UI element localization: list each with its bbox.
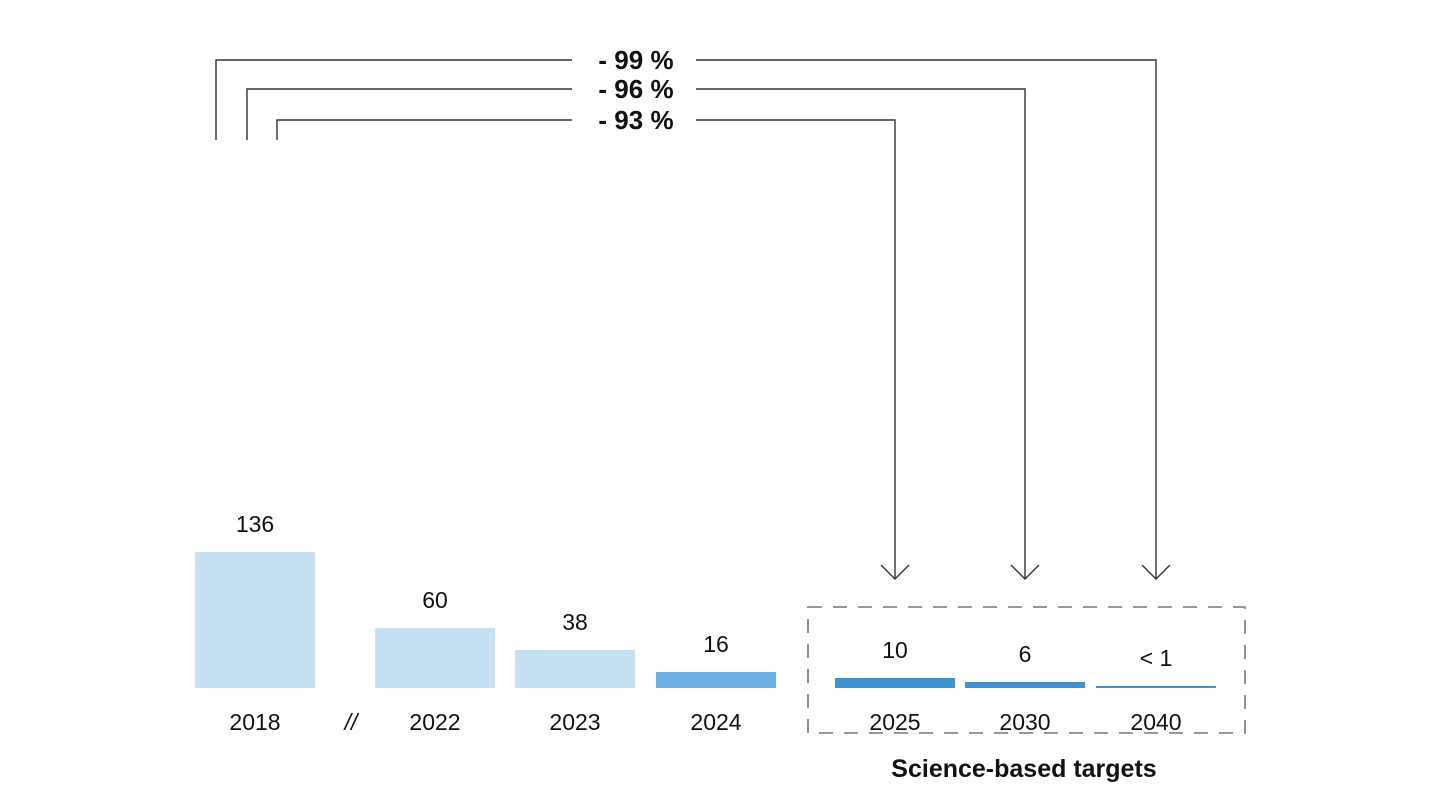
- bar-2022: [375, 628, 495, 688]
- science-based-targets-label: Science-based targets: [891, 755, 1156, 783]
- reduction-label-2025: - 93 %: [598, 105, 673, 135]
- connector-left-line: [215, 59, 572, 140]
- axis-break-mark: //: [343, 709, 360, 735]
- category-label-2023: 2023: [549, 709, 600, 735]
- arrow-head-icon: [1010, 564, 1040, 580]
- category-label-2024: 2024: [690, 709, 741, 735]
- category-label-2018: 2018: [229, 709, 280, 735]
- arrow-head-icon: [880, 564, 910, 580]
- bar-2023: [515, 650, 635, 688]
- category-label-2022: 2022: [409, 709, 460, 735]
- reduction-connectors: - 99 %- 96 %- 93 %: [215, 45, 1171, 580]
- bar-2025: [835, 678, 955, 688]
- science-based-targets-box: [807, 606, 1246, 734]
- reduction-connector-2025: - 93 %: [276, 105, 910, 580]
- category-label-2030: 2030: [999, 709, 1050, 735]
- connector-right-line: [696, 88, 1026, 579]
- value-label-2024: 16: [703, 631, 729, 657]
- connector-left-line: [276, 119, 572, 140]
- value-label-2023: 38: [562, 609, 588, 635]
- bars: [195, 552, 1216, 688]
- reduction-connector-2030: - 96 %: [246, 74, 1040, 580]
- category-label-2040: 2040: [1130, 709, 1181, 735]
- bar-2040: [1096, 686, 1216, 688]
- value-label-2040: < 1: [1140, 645, 1173, 671]
- category-labels: 2018 2022 2023 2024 2025 2030 2040: [229, 709, 1181, 735]
- bar-2018: [195, 552, 315, 688]
- connector-right-line: [696, 59, 1157, 579]
- bar-2024: [656, 672, 776, 688]
- arrow-head-icon: [1141, 564, 1171, 580]
- bar-2030: [965, 682, 1085, 688]
- value-label-2018: 136: [236, 511, 274, 537]
- value-label-2025: 10: [882, 637, 908, 663]
- category-label-2025: 2025: [869, 709, 920, 735]
- value-label-2030: 6: [1019, 641, 1032, 667]
- connector-left-line: [246, 88, 572, 140]
- reduction-label-2040: - 99 %: [598, 45, 673, 75]
- reduction-connector-2040: - 99 %: [215, 45, 1171, 580]
- value-labels: 136 60 38 16 10 6 < 1: [236, 511, 1173, 671]
- value-label-2022: 60: [422, 587, 448, 613]
- reduction-label-2030: - 96 %: [598, 74, 673, 104]
- connector-right-line: [696, 119, 896, 579]
